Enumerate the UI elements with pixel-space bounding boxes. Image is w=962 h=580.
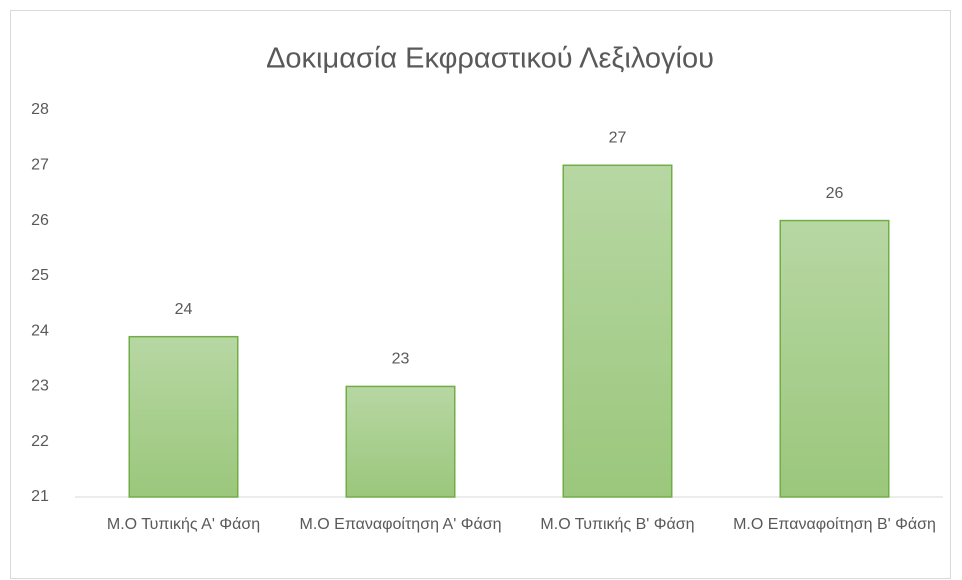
y-tick-label: 25 [31, 267, 49, 284]
bar [562, 164, 673, 498]
bar [779, 219, 890, 498]
x-tick-label: Μ.Ο Τυπικής Α' Φάση [106, 516, 261, 533]
y-tick-label: 21 [31, 488, 49, 505]
y-tick-label: 28 [31, 101, 49, 118]
data-label: 27 [609, 130, 627, 147]
bar [345, 385, 456, 498]
y-tick-label: 23 [31, 378, 49, 395]
y-tick-label: 22 [31, 433, 49, 450]
x-tick-label: Μ.Ο Επαναφοίτηση Β' Φάση [733, 516, 936, 533]
x-tick-label: Μ.Ο Τυπικής Β' Φάση [540, 516, 695, 533]
y-tick-label: 24 [31, 322, 49, 339]
data-label: 24 [175, 301, 193, 318]
y-tick-label: 27 [31, 157, 49, 174]
data-label: 23 [392, 351, 410, 368]
chart-title: Δοκιμασία Εκφραστικού Λεξιλογίου [266, 43, 714, 75]
data-label: 26 [826, 185, 844, 202]
y-tick-label: 26 [31, 212, 49, 229]
x-tick-label: Μ.Ο Επαναφοίτηση Α' Φάση [299, 516, 502, 533]
bar [128, 335, 239, 498]
